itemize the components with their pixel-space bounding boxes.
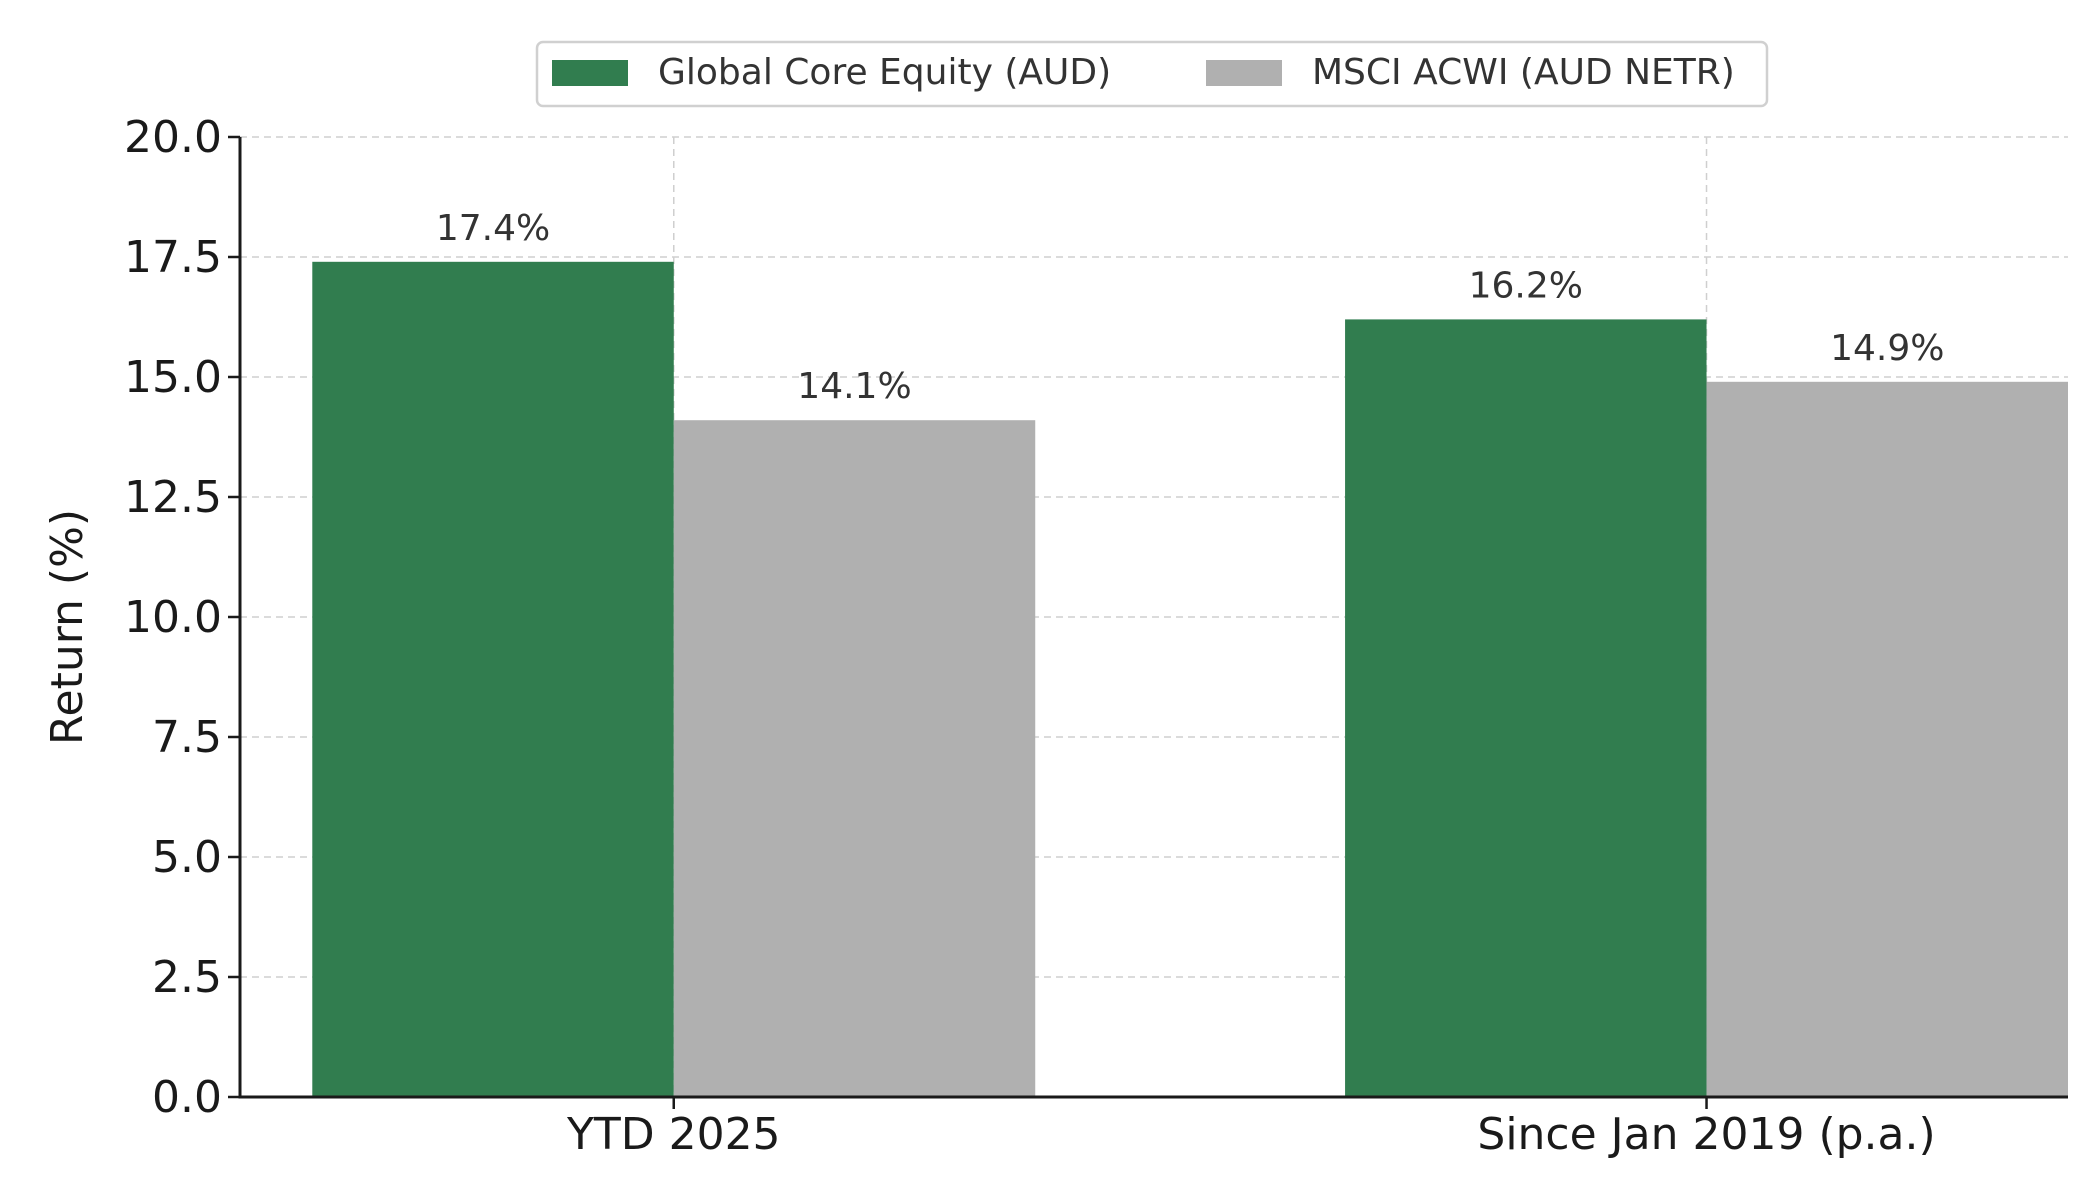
legend-swatch [552, 60, 628, 86]
legend-frame [535, 40, 1769, 108]
data-labels: 17.4% 16.2% 14.1% 14.9% [436, 208, 1945, 407]
legend-entry[interactable]: Global Core Equity (AUD) [552, 52, 1111, 93]
bar [1345, 319, 1707, 1097]
legend-swatch [1206, 60, 1282, 86]
x-tick-label: YTD 2025 [566, 1109, 781, 1160]
x-tick-label: Since Jan 2019 (p.a.) [1477, 1109, 1935, 1160]
legend-label: Global Core Equity (AUD) [658, 52, 1111, 93]
y-tick-label: 5.0 [152, 832, 222, 883]
legend[interactable]: Global Core Equity (AUD) MSCI ACWI (AUD N… [535, 40, 1769, 108]
bars [312, 261, 2068, 1097]
legend-entry[interactable]: MSCI ACWI (AUD NETR) [1206, 52, 1735, 93]
y-tick-label: 2.5 [152, 952, 222, 1003]
y-tick-label: 0.0 [152, 1072, 222, 1123]
bar-data-label: 16.2% [1469, 265, 1583, 306]
y-tick-label: 20.0 [124, 112, 222, 163]
bar-data-label: 17.4% [436, 208, 550, 249]
y-tick-label: 17.5 [124, 232, 222, 283]
y-axis-title: Return (%) [42, 509, 93, 745]
y-ticks: 0.0 2.5 5.0 7.5 10.0 12.5 15.0 17.5 20.0 [124, 112, 240, 1123]
y-tick-label: 10.0 [124, 592, 222, 643]
x-ticks: YTD 2025 Since Jan 2019 (p.a.) [566, 1097, 1936, 1160]
bar [312, 261, 674, 1097]
bar-data-label: 14.1% [797, 366, 911, 407]
y-tick-label: 12.5 [124, 472, 222, 523]
bar-data-label: 14.9% [1830, 328, 1944, 369]
bar [673, 420, 1036, 1097]
legend-label: MSCI ACWI (AUD NETR) [1312, 52, 1735, 93]
y-tick-label: 15.0 [124, 352, 222, 403]
bar [1706, 381, 2068, 1097]
y-tick-label: 7.5 [152, 712, 222, 763]
